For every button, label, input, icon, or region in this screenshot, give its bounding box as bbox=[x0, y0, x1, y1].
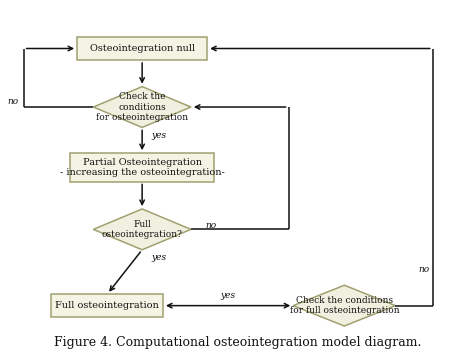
Text: Check the conditions
for full osteointegration: Check the conditions for full osteointeg… bbox=[290, 296, 399, 315]
Text: Full osteointegration: Full osteointegration bbox=[55, 301, 159, 310]
FancyBboxPatch shape bbox=[70, 153, 214, 182]
Polygon shape bbox=[293, 285, 395, 326]
Polygon shape bbox=[93, 209, 191, 250]
Polygon shape bbox=[93, 87, 191, 127]
Text: Figure 4. Computational osteointegration model diagram.: Figure 4. Computational osteointegration… bbox=[54, 336, 421, 349]
FancyBboxPatch shape bbox=[52, 294, 163, 317]
Text: Full
osteointegration?: Full osteointegration? bbox=[102, 220, 182, 239]
Text: yes: yes bbox=[220, 291, 236, 300]
Text: Partial Osteointegration
- increasing the osteointegration-: Partial Osteointegration - increasing th… bbox=[60, 158, 225, 177]
Text: Check the
conditions
for osteointegration: Check the conditions for osteointegratio… bbox=[96, 92, 188, 122]
Text: yes: yes bbox=[151, 253, 166, 262]
Text: Osteointegration null: Osteointegration null bbox=[90, 44, 195, 53]
Text: no: no bbox=[205, 221, 216, 230]
FancyBboxPatch shape bbox=[77, 37, 207, 60]
Text: yes: yes bbox=[151, 131, 166, 140]
Text: no: no bbox=[419, 265, 430, 274]
Text: no: no bbox=[7, 97, 18, 106]
